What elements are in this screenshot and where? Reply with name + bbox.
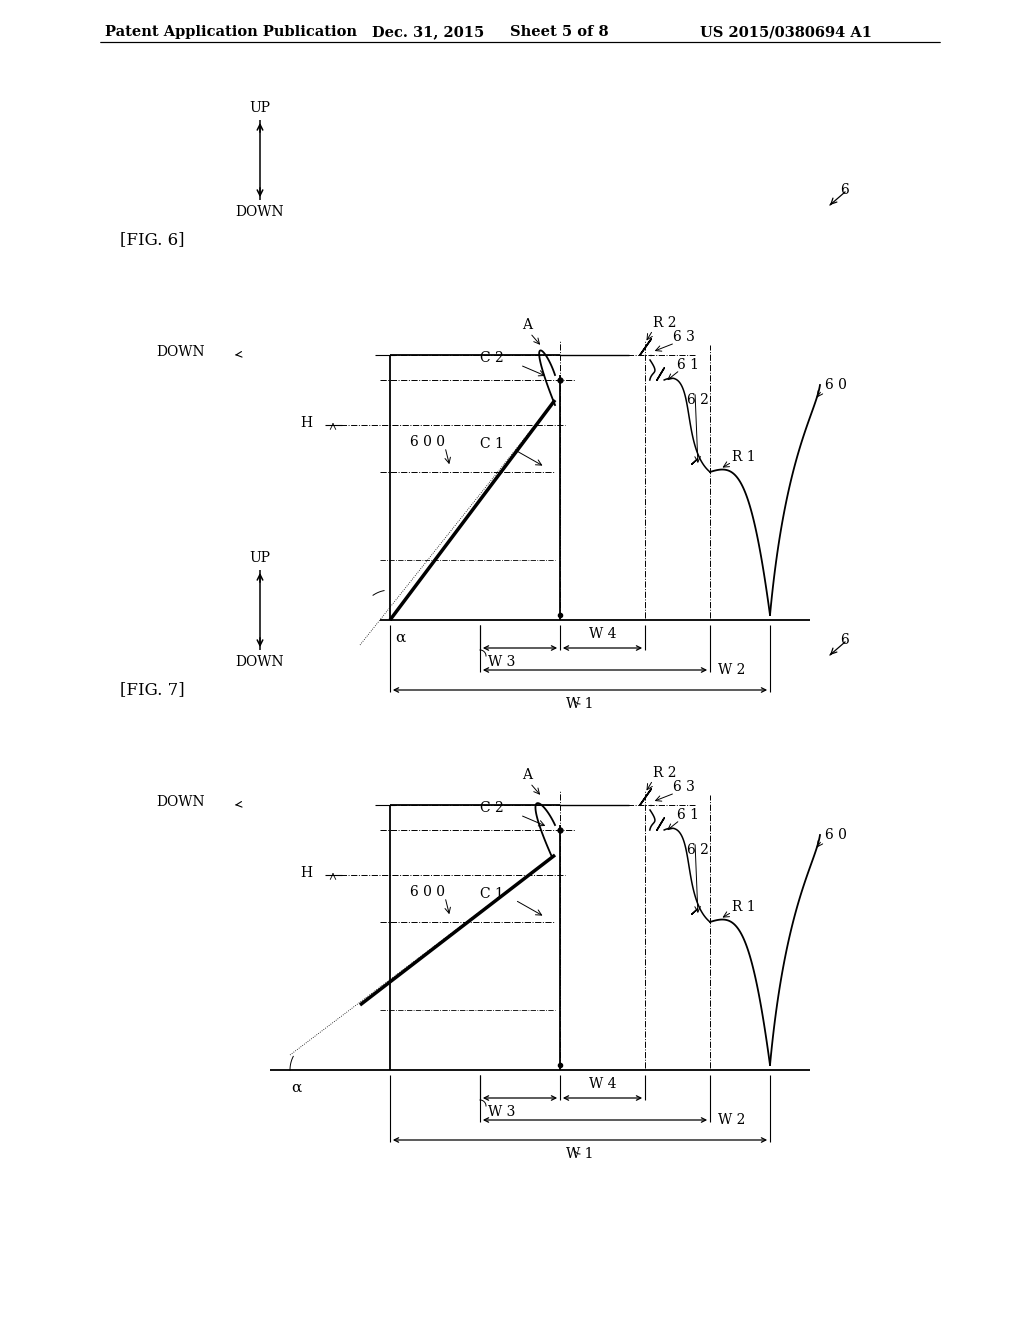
- Text: [FIG. 7]: [FIG. 7]: [120, 681, 184, 698]
- Text: W 1: W 1: [566, 1147, 594, 1162]
- Text: 6 1: 6 1: [677, 808, 699, 822]
- Text: R 2: R 2: [653, 766, 677, 780]
- Text: US 2015/0380694 A1: US 2015/0380694 A1: [700, 25, 872, 40]
- Text: W 4: W 4: [589, 1077, 616, 1092]
- Text: α: α: [395, 631, 406, 645]
- Text: W 4: W 4: [589, 627, 616, 642]
- Text: W 2: W 2: [718, 663, 745, 677]
- Text: H: H: [300, 416, 312, 430]
- Text: DOWN: DOWN: [236, 655, 285, 669]
- Text: DOWN: DOWN: [236, 205, 285, 219]
- Text: R 1: R 1: [732, 450, 756, 465]
- Text: UP: UP: [250, 102, 270, 115]
- Text: R 2: R 2: [653, 315, 677, 330]
- Text: H: H: [300, 866, 312, 880]
- Text: 6 2: 6 2: [687, 393, 709, 407]
- Text: [FIG. 6]: [FIG. 6]: [120, 231, 184, 248]
- Text: W 2: W 2: [718, 1113, 745, 1127]
- Text: α: α: [292, 1081, 302, 1096]
- Text: 6 0 0: 6 0 0: [410, 436, 445, 449]
- Text: 6 0 0: 6 0 0: [410, 884, 445, 899]
- Text: UP: UP: [250, 550, 270, 565]
- Text: A: A: [522, 318, 532, 333]
- Text: 6: 6: [840, 634, 849, 647]
- Text: DOWN: DOWN: [157, 345, 205, 359]
- Text: C 1: C 1: [480, 437, 504, 451]
- Text: DOWN: DOWN: [157, 795, 205, 809]
- Text: W 3: W 3: [488, 1105, 515, 1119]
- Text: 6 1: 6 1: [677, 358, 699, 372]
- Text: Dec. 31, 2015: Dec. 31, 2015: [372, 25, 484, 40]
- Text: 6 2: 6 2: [687, 843, 709, 857]
- Text: R 1: R 1: [732, 900, 756, 913]
- Text: C 1: C 1: [480, 887, 504, 902]
- Text: 6 3: 6 3: [673, 780, 695, 795]
- Text: C 2: C 2: [480, 351, 504, 366]
- Text: W 3: W 3: [488, 655, 515, 669]
- Text: Sheet 5 of 8: Sheet 5 of 8: [510, 25, 608, 40]
- Text: 6 3: 6 3: [673, 330, 695, 345]
- Text: 6 0: 6 0: [825, 828, 847, 842]
- Text: Patent Application Publication: Patent Application Publication: [105, 25, 357, 40]
- Text: W 1: W 1: [566, 697, 594, 711]
- Text: 6: 6: [840, 183, 849, 197]
- Text: C 2: C 2: [480, 801, 504, 814]
- Text: A: A: [522, 768, 532, 781]
- Text: 6 0: 6 0: [825, 378, 847, 392]
